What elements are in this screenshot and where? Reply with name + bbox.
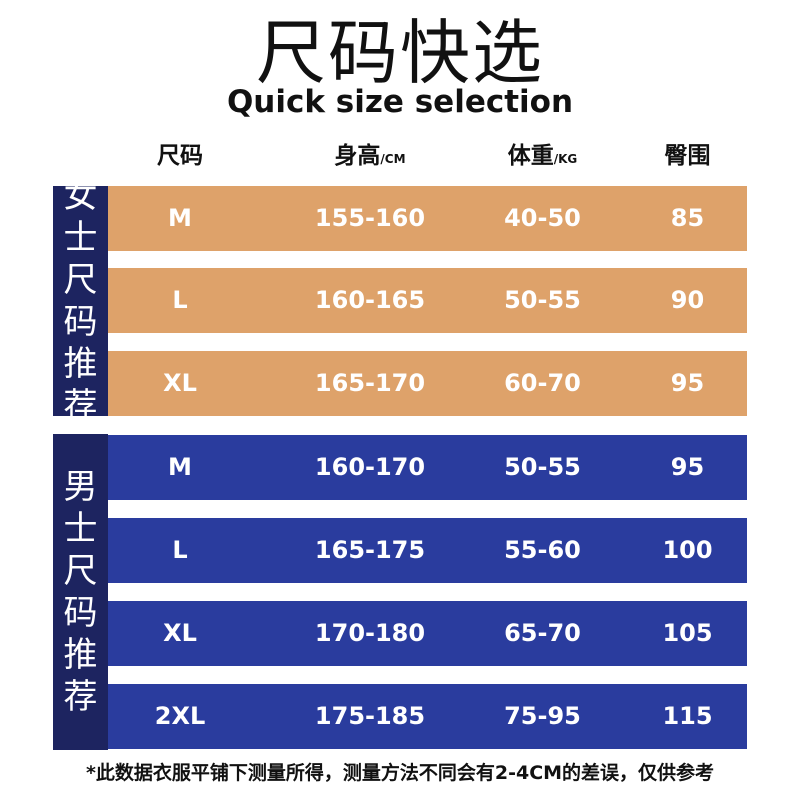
height-cell: 175-185 <box>314 702 426 730</box>
height-cell: 160-170 <box>314 453 426 481</box>
men-row-m: M 160-170 50-55 95 <box>108 435 747 500</box>
weight-cell: 65-70 <box>504 619 581 647</box>
weight-cell: 50-55 <box>504 453 581 481</box>
weight-cell: 40-50 <box>504 204 581 232</box>
header-weight: 体重/KG <box>507 143 578 169</box>
hip-cell: 95 <box>670 453 705 481</box>
header-height-unit: /CM <box>380 152 406 166</box>
hip-cell: 100 <box>662 536 713 564</box>
size-cell: 2XL <box>154 702 206 730</box>
women-row-m: M 155-160 40-50 85 <box>108 186 747 251</box>
men-row-l: L 165-175 55-60 100 <box>108 518 747 583</box>
footnote: *此数据衣服平铺下测量所得，测量方法不同会有2-4CM的差误，仅供参考 <box>85 762 715 784</box>
size-cell: L <box>172 536 188 564</box>
hip-cell: 85 <box>670 204 705 232</box>
header-hip: 臀围 <box>664 143 711 169</box>
header-height: 身高/CM <box>334 143 406 169</box>
weight-cell: 55-60 <box>504 536 581 564</box>
women-section-label: 女 士 尺 码 推 荐 <box>53 176 108 426</box>
hip-cell: 115 <box>662 702 713 730</box>
size-cell: L <box>172 286 188 314</box>
weight-cell: 50-55 <box>504 286 581 314</box>
table-header: 尺码 身高/CM 体重/KG 臀围 <box>0 136 800 176</box>
header-weight-unit: /KG <box>553 152 578 166</box>
size-cell: XL <box>163 619 197 647</box>
page-subtitle: Quick size selection <box>226 84 574 120</box>
height-cell: 165-175 <box>314 536 426 564</box>
height-cell: 155-160 <box>314 204 426 232</box>
header-size: 尺码 <box>157 143 203 169</box>
hip-cell: 90 <box>670 286 705 314</box>
women-row-xl: XL 165-170 60-70 95 <box>108 351 747 416</box>
men-row-xl: XL 170-180 65-70 105 <box>108 601 747 666</box>
height-cell: 160-165 <box>314 286 426 314</box>
height-cell: 165-170 <box>314 369 426 397</box>
size-cell: M <box>168 453 192 481</box>
men-section-label: 男 士 尺 码 推 荐 <box>53 434 108 750</box>
weight-cell: 60-70 <box>504 369 581 397</box>
height-cell: 170-180 <box>314 619 426 647</box>
men-row-2xl: 2XL 175-185 75-95 115 <box>108 684 747 749</box>
women-row-l: L 160-165 50-55 90 <box>108 268 747 333</box>
size-cell: M <box>168 204 192 232</box>
page-title: 尺码快选 <box>256 12 544 94</box>
size-cell: XL <box>163 369 197 397</box>
weight-cell: 75-95 <box>504 702 581 730</box>
hip-cell: 95 <box>670 369 705 397</box>
hip-cell: 105 <box>662 619 713 647</box>
